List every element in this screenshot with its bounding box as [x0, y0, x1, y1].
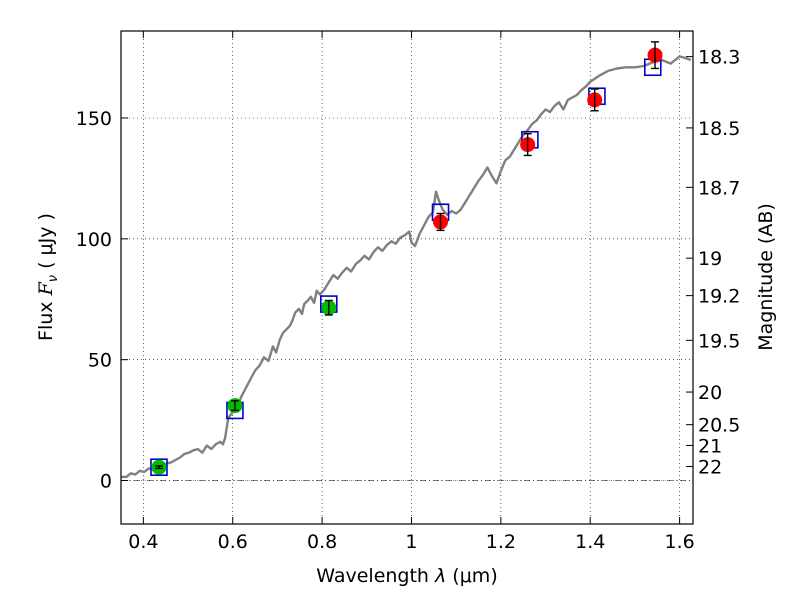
- x-tick-label: 1.6: [664, 531, 694, 553]
- x-tick-label: 0.8: [307, 531, 337, 553]
- y-tick-label: 50: [88, 350, 112, 372]
- x-tick-label: 1.2: [486, 531, 516, 553]
- y-axis-label-prefix: Flux: [35, 295, 57, 341]
- magnitude-tick-label: 19: [698, 248, 722, 270]
- magnitude-tick-label: 20: [698, 382, 722, 404]
- spectrum-line: [121, 55, 692, 479]
- x-axis-label: Wavelength λ (μm): [316, 565, 497, 587]
- observed-photometry-layer: [151, 41, 663, 475]
- grid-lines: [121, 31, 693, 524]
- y-tick-label: 100: [76, 229, 112, 251]
- plot-area: [121, 31, 693, 524]
- x-axis-label-symbol: λ: [434, 565, 446, 587]
- y-axis-label-symbol: F: [35, 281, 57, 296]
- y-tick-label: 150: [76, 108, 112, 130]
- magnitude-tick-label: 20.5: [698, 415, 740, 437]
- y-tick-label: 0: [100, 471, 112, 493]
- magnitude-tick-label: 22: [698, 456, 722, 478]
- x-tick-label: 1: [405, 531, 417, 553]
- magnitude-tick-label: 18.3: [698, 47, 740, 69]
- magnitude-tick-label: 19.2: [698, 286, 740, 308]
- x-tick-label: 0.6: [218, 531, 248, 553]
- magnitude-tick-label: 21: [698, 435, 722, 457]
- plot-frame: [120, 30, 694, 525]
- magnitude-tick-label: 19.5: [698, 330, 740, 352]
- x-axis-label-prefix: Wavelength: [316, 565, 435, 587]
- x-axis-label-unit: (μm): [446, 565, 497, 587]
- y-axis-label-unit: ( μJy ): [35, 213, 57, 275]
- model-photometry-square: [150, 458, 168, 477]
- axis-ticks: 0.4 0.6 0.8 1 1.2 1.4 1.6 0 50 100 150 18.3 18.5 18.7…: [76, 31, 740, 553]
- magnitude-tick-label: 18.5: [698, 118, 740, 140]
- x-tick-label: 0.4: [128, 531, 158, 553]
- magnitude-axis-label: Magnitude (AB): [755, 203, 777, 351]
- x-tick-label: 1.4: [575, 531, 605, 553]
- y-axis-label: Flux Fν ( μJy ): [35, 213, 61, 341]
- y-axis-label-subscript: ν: [46, 275, 61, 282]
- spectrum-layer: [121, 55, 692, 479]
- magnitude-tick-label: 18.7: [698, 177, 740, 199]
